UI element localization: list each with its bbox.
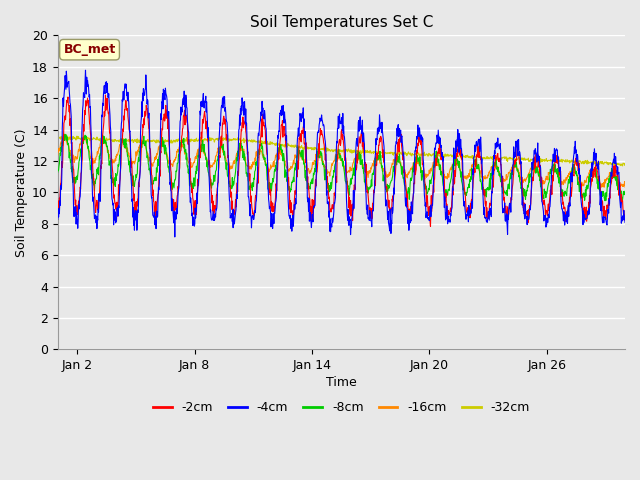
- Y-axis label: Soil Temperature (C): Soil Temperature (C): [15, 128, 28, 257]
- X-axis label: Time: Time: [326, 376, 356, 389]
- Text: BC_met: BC_met: [63, 43, 116, 56]
- Title: Soil Temperatures Set C: Soil Temperatures Set C: [250, 15, 433, 30]
- Legend: -2cm, -4cm, -8cm, -16cm, -32cm: -2cm, -4cm, -8cm, -16cm, -32cm: [148, 396, 535, 420]
